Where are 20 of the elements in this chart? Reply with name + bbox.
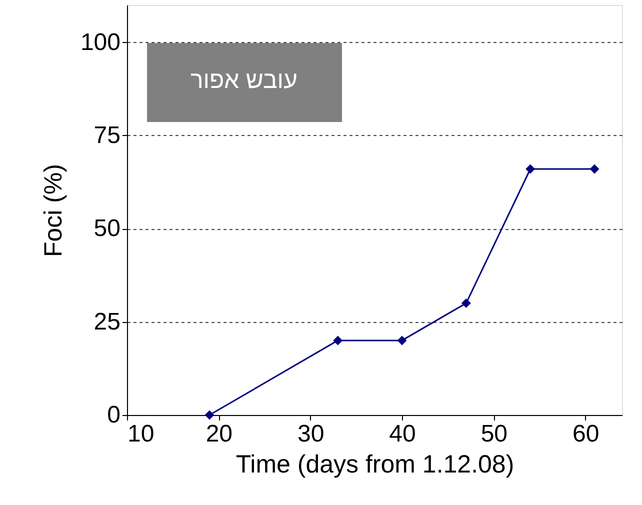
x-tick-label: 30 (297, 420, 324, 448)
point (397, 336, 407, 346)
y-tick-label: 100 (80, 28, 120, 56)
y-tick-label: 75 (94, 122, 120, 149)
annotation: עובש אפור (190, 67, 298, 94)
x-tick-label: 60 (572, 420, 600, 448)
y-tick-label: 50 (94, 215, 120, 242)
point (461, 298, 471, 308)
x-tick-label: 20 (206, 420, 233, 448)
point (526, 164, 536, 174)
y-axis-title: Foci (%) (39, 164, 68, 258)
x-axis-title: Time (days from 1.12.08) (236, 450, 514, 478)
x-tick-label: 50 (480, 420, 508, 448)
point (333, 336, 343, 346)
point (590, 164, 600, 174)
x-tick-label: 40 (389, 420, 416, 448)
y-tick-label: 0 (107, 402, 120, 428)
y-tick-label: 25 (94, 308, 120, 336)
x-tick-label: 10 (128, 420, 154, 448)
point (204, 410, 214, 420)
